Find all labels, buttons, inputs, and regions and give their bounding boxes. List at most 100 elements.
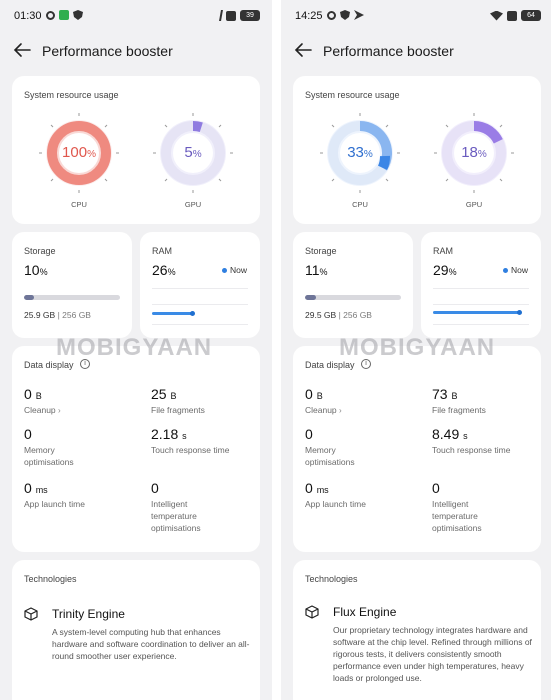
gpu-gauge: 18% GPU bbox=[433, 112, 515, 212]
settings-notification-icon bbox=[327, 11, 336, 20]
cpu-label: CPU bbox=[71, 200, 87, 209]
memory-optimisations-label: Memory optimisations bbox=[24, 445, 74, 467]
data-display-title: Data display bbox=[24, 360, 74, 370]
cpu-gauge-ring bbox=[320, 113, 400, 193]
app-launch-label: App launch time bbox=[24, 499, 85, 509]
info-icon[interactable]: i bbox=[361, 359, 371, 369]
storage-capacity: 29.5 GB | 256 GB bbox=[305, 310, 372, 320]
cleanup-value: 0 B bbox=[305, 386, 323, 402]
engine-cube-icon bbox=[24, 607, 38, 621]
cpu-value-text: 100% bbox=[62, 144, 96, 161]
storage-progress-fill bbox=[24, 295, 34, 300]
cpu-gauge: 33% CPU bbox=[319, 112, 401, 212]
ram-card[interactable]: RAM 29% Now bbox=[421, 232, 541, 338]
technologies-title: Technologies bbox=[24, 574, 77, 584]
page-title: Performance booster bbox=[323, 43, 454, 59]
app-notification-icon bbox=[59, 10, 69, 20]
resource-usage-card: System resource usage 100% CPU bbox=[12, 76, 260, 224]
engine-name: Flux Engine bbox=[333, 605, 397, 619]
data-display-title: Data display bbox=[305, 360, 355, 370]
data-display-card: Data display i 0 B Cleanup › 25 B File f… bbox=[12, 346, 260, 552]
ram-usage-line bbox=[433, 311, 519, 314]
battery-icon: 39 bbox=[240, 10, 260, 21]
cleanup-link[interactable]: Cleanup › bbox=[305, 405, 342, 415]
storage-card[interactable]: Storage 11% 29.5 GB | 256 GB bbox=[293, 232, 413, 338]
technologies-card: Technologies Flux Engine Our proprietary… bbox=[293, 560, 541, 700]
info-icon[interactable]: i bbox=[80, 359, 90, 369]
back-arrow-icon[interactable] bbox=[293, 42, 313, 58]
storage-progress-bar bbox=[24, 295, 120, 300]
cpu-gauge: 100% CPU bbox=[38, 112, 120, 212]
storage-percent: 11% bbox=[305, 262, 328, 278]
file-fragments-label: File fragments bbox=[151, 405, 205, 415]
cleanup-link[interactable]: Cleanup › bbox=[24, 405, 61, 415]
app-header: Performance booster bbox=[281, 36, 551, 66]
navigation-notification-icon bbox=[354, 10, 364, 20]
touch-response-label: Touch response time bbox=[151, 445, 230, 455]
status-bar: 14:25 64 bbox=[281, 0, 551, 32]
gpu-gauge-ring bbox=[153, 113, 233, 193]
cleanup-value: 0 B bbox=[24, 386, 42, 402]
touch-response-value: 2.18 s bbox=[151, 426, 187, 442]
gpu-gauge: 5% GPU bbox=[152, 112, 234, 212]
app-header: Performance booster bbox=[0, 36, 272, 66]
memory-optimisations-value: 0 bbox=[305, 426, 313, 442]
technologies-title: Technologies bbox=[305, 574, 358, 584]
data-display-card: Data display i 0 B Cleanup › 73 B File f… bbox=[293, 346, 541, 552]
gpu-value-text: 5% bbox=[184, 144, 202, 161]
temperature-optimisations-label: Intelligent temperature optimisations bbox=[432, 499, 482, 533]
temperature-optimisations-value: 0 bbox=[151, 480, 159, 496]
back-arrow-icon[interactable] bbox=[12, 42, 32, 58]
now-label: Now bbox=[511, 265, 529, 275]
nfc-icon bbox=[507, 10, 517, 21]
phone-screen-right: 14:25 64 Performance booster System reso… bbox=[281, 0, 551, 700]
cpu-value-text: 33% bbox=[347, 144, 373, 161]
status-bar: 01:30 39 bbox=[0, 0, 272, 32]
app-launch-value: 0 ms bbox=[305, 480, 329, 496]
storage-label: Storage bbox=[305, 246, 337, 256]
gpu-label: GPU bbox=[465, 200, 483, 209]
ram-usage-line bbox=[152, 312, 192, 315]
engine-description: Our proprietary technology integrates ha… bbox=[333, 625, 532, 683]
file-fragments-value: 25 B bbox=[151, 386, 177, 402]
memory-optimisations-value: 0 bbox=[24, 426, 32, 442]
gpu-label: GPU bbox=[184, 200, 202, 209]
storage-capacity: 25.9 GB | 256 GB bbox=[24, 310, 91, 320]
temperature-optimisations-value: 0 bbox=[432, 480, 440, 496]
file-fragments-value: 73 B bbox=[432, 386, 458, 402]
touch-response-label: Touch response time bbox=[432, 445, 511, 455]
file-fragments-label: File fragments bbox=[432, 405, 486, 415]
storage-card[interactable]: Storage 10% 25.9 GB | 256 GB bbox=[12, 232, 132, 338]
resource-usage-title: System resource usage bbox=[305, 90, 400, 100]
page-title: Performance booster bbox=[42, 43, 173, 59]
gpu-gauge-ring bbox=[434, 113, 514, 193]
ram-usage-marker bbox=[190, 311, 195, 316]
nfc-icon bbox=[226, 10, 236, 21]
engine-name: Trinity Engine bbox=[52, 607, 125, 621]
temperature-optimisations-label: Intelligent temperature optimisations bbox=[151, 499, 201, 533]
memory-optimisations-label: Memory optimisations bbox=[305, 445, 355, 467]
cpu-gauge-ring bbox=[39, 113, 119, 193]
technologies-card: Technologies Trinity Engine A system-lev… bbox=[12, 560, 260, 700]
cpu-label: CPU bbox=[352, 200, 368, 209]
ram-percent: 26% bbox=[152, 262, 176, 278]
status-time: 01:30 bbox=[14, 10, 42, 22]
now-label: Now bbox=[230, 265, 248, 275]
storage-label: Storage bbox=[24, 246, 56, 256]
battery-icon: 64 bbox=[521, 10, 541, 21]
resource-usage-title: System resource usage bbox=[24, 90, 119, 100]
ram-label: RAM bbox=[433, 246, 453, 256]
watermark-text: MOBIGYAAN bbox=[339, 334, 496, 361]
shield-notification-icon bbox=[340, 10, 350, 20]
phone-screen-left: 01:30 39 Performance booster System reso… bbox=[0, 0, 272, 700]
engine-description: A system-level computing hub that enhanc… bbox=[52, 627, 250, 661]
app-launch-value: 0 ms bbox=[24, 480, 48, 496]
ram-card[interactable]: RAM 26% Now bbox=[140, 232, 260, 338]
shield-notification-icon bbox=[73, 10, 83, 20]
ram-label: RAM bbox=[152, 246, 172, 256]
watermark-text: MOBIGYAAN bbox=[56, 334, 213, 361]
gpu-value-text: 18% bbox=[461, 144, 487, 161]
app-launch-label: App launch time bbox=[305, 499, 366, 509]
chevron-right-icon: › bbox=[339, 406, 342, 415]
touch-response-value: 8.49 s bbox=[432, 426, 468, 442]
